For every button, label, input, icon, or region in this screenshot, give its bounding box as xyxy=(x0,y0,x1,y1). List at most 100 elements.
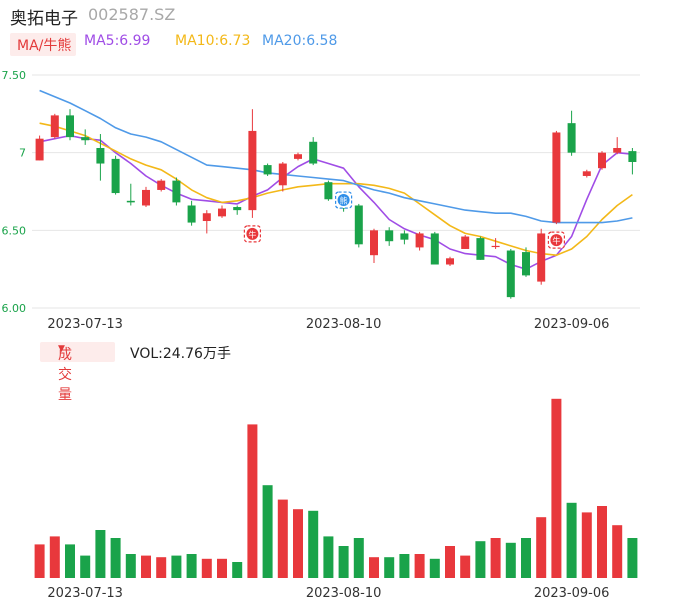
candle xyxy=(111,155,120,195)
ma5-line xyxy=(39,134,633,270)
volume-bar xyxy=(566,502,577,578)
volume-bar xyxy=(110,538,121,578)
candle-body xyxy=(537,233,546,282)
bear-marker-glyph: 熊 xyxy=(340,196,348,206)
volume-bar xyxy=(414,554,425,578)
volume-bar xyxy=(369,557,379,578)
volume-date-tick-label: 2023-09-06 xyxy=(534,586,610,601)
candle-body xyxy=(233,207,242,211)
volume-value: VOL:24.76万手 xyxy=(130,346,231,362)
price-tick-label: 6.00 xyxy=(2,302,27,315)
volume-bar xyxy=(490,538,501,578)
stock-code: 002587.SZ xyxy=(88,5,176,24)
ma10-line xyxy=(39,122,633,256)
volume-bar xyxy=(80,555,91,578)
candle-body xyxy=(50,115,59,138)
candle xyxy=(506,248,515,299)
volume-bar xyxy=(308,510,319,578)
candle xyxy=(309,137,318,166)
candle xyxy=(172,177,181,206)
volume-bar xyxy=(521,538,531,578)
bull-marker-glyph: 牛 xyxy=(552,236,560,246)
candle xyxy=(50,113,59,139)
volume-bar xyxy=(505,542,516,578)
volume-bar xyxy=(125,554,136,578)
candle-body xyxy=(552,132,561,223)
candle-body xyxy=(476,238,485,260)
candle xyxy=(582,169,591,178)
price-tick-label: 7 xyxy=(19,147,26,160)
bear-icon: 熊 xyxy=(335,191,353,209)
volume-mode-button[interactable]: 成交量 ▼ xyxy=(40,342,115,403)
volume-bar xyxy=(65,544,75,578)
candle-body xyxy=(263,165,272,175)
volume-bar xyxy=(597,506,607,578)
candle xyxy=(567,110,576,156)
candle-body xyxy=(142,189,150,206)
candle-body xyxy=(446,258,454,265)
volume-bar xyxy=(612,525,623,578)
ma20-label: MA20:6.58 xyxy=(262,33,338,49)
volume-bar xyxy=(201,558,212,578)
volume-bar xyxy=(262,485,273,578)
candle-body xyxy=(218,208,226,217)
candle-body xyxy=(506,250,515,298)
candle xyxy=(263,163,272,176)
candle xyxy=(187,200,196,226)
date-tick-label: 2023-08-10 xyxy=(306,317,382,332)
candle xyxy=(81,129,90,145)
volume-bar xyxy=(34,544,45,578)
volume-bar xyxy=(293,509,303,578)
candle-body xyxy=(96,148,105,164)
volume-legend: 成交量 ▼ VOL:24.76万手 xyxy=(0,340,686,403)
ma20-line xyxy=(39,89,633,224)
candle xyxy=(598,151,606,170)
candle xyxy=(142,186,150,208)
bear-marker-dot xyxy=(337,194,350,207)
candle xyxy=(324,180,333,201)
candle xyxy=(278,161,287,192)
candle xyxy=(385,227,394,246)
bull-marker-dot xyxy=(550,234,563,247)
candle xyxy=(233,205,242,215)
date-tick-label: 2023-09-06 xyxy=(534,317,610,332)
candle-body xyxy=(187,205,196,223)
volume-bar xyxy=(536,517,547,578)
volume-bar xyxy=(475,541,486,578)
candle-body xyxy=(370,230,378,256)
candle-body xyxy=(126,200,135,203)
candle-body xyxy=(172,180,181,203)
candle xyxy=(248,109,257,218)
volume-bar xyxy=(384,557,395,578)
volume-bar xyxy=(551,398,562,578)
moving-average-lines xyxy=(39,89,633,270)
candle-body xyxy=(111,158,120,194)
candle-body xyxy=(613,148,622,153)
volume-date-axis: 2023-07-13 2023-08-10 2023-09-06 xyxy=(47,586,609,601)
candle-body xyxy=(598,152,606,169)
candle-body xyxy=(385,230,394,242)
volume-bar xyxy=(232,562,243,578)
date-axis: 2023-07-13 2023-08-10 2023-09-06 xyxy=(47,317,609,332)
volume-bar xyxy=(460,555,471,578)
signal-markers: 牛 熊牛 xyxy=(243,191,566,249)
ma-mode-button[interactable]: MA/牛熊 xyxy=(10,33,76,56)
candle xyxy=(66,109,74,141)
candle xyxy=(522,247,530,277)
candle xyxy=(202,210,211,234)
volume-chart[interactable]: 2023-07-13 2023-08-10 2023-09-06 xyxy=(0,364,686,606)
price-tick-label: 7.50 xyxy=(2,69,27,82)
volume-bar xyxy=(277,499,288,578)
volume-bar xyxy=(95,530,106,578)
candle xyxy=(400,230,409,245)
volume-bar xyxy=(186,554,197,578)
header: 奥拓电子 002587.SZ xyxy=(0,0,686,30)
bull-icon: 牛 xyxy=(547,231,566,249)
date-tick-label: 2023-07-13 xyxy=(47,317,123,332)
candle xyxy=(537,228,546,285)
candle-body xyxy=(248,130,257,211)
volume-bar xyxy=(399,554,410,578)
volume-bars xyxy=(34,398,638,578)
candle xyxy=(218,205,226,218)
